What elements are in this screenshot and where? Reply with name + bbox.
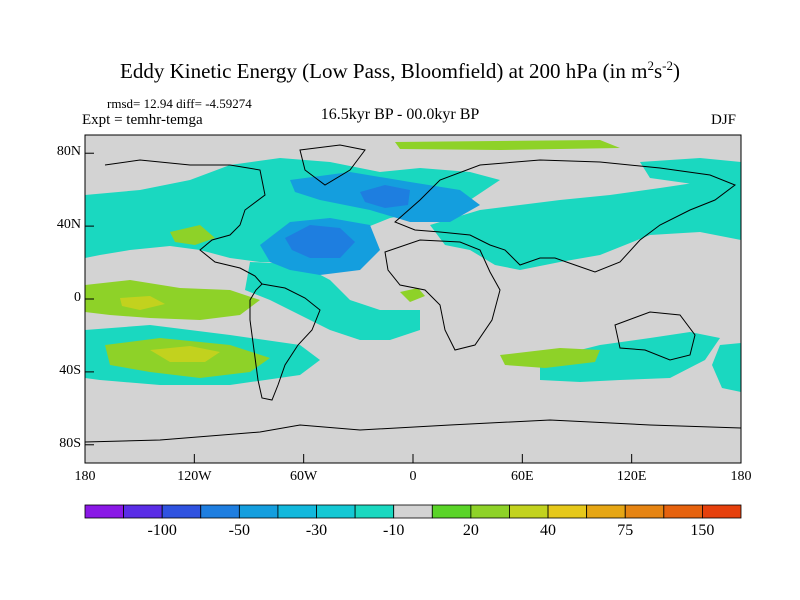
x-ticks xyxy=(84,454,742,463)
x-tick-label: 0 xyxy=(409,469,417,484)
colorbar-swatch xyxy=(123,504,163,519)
contour-teal-arctic xyxy=(640,158,741,185)
colorbar-swatch xyxy=(624,504,665,519)
colorbar-swatch xyxy=(431,504,472,519)
colorbar-swatch xyxy=(84,504,124,519)
x-tick-label: 120E xyxy=(616,469,647,484)
colorbar-label: 75 xyxy=(617,522,634,539)
colorbar-label: -30 xyxy=(305,522,328,539)
x-tick-label: 60E xyxy=(511,469,534,484)
y-tick-label: 0 xyxy=(74,290,81,305)
colorbar-swatch xyxy=(702,504,742,519)
colorbar-swatch xyxy=(354,504,395,519)
contour-darkblue-europe xyxy=(360,185,410,208)
coast-antarctica xyxy=(85,419,741,443)
contour-teal-pacific-east xyxy=(712,343,741,392)
colorbar-swatch xyxy=(393,504,433,519)
x-tick-label: 180 xyxy=(730,469,752,484)
contour-teal-eurasia xyxy=(430,180,741,270)
colorbar-swatch xyxy=(277,504,317,519)
chart-title: Eddy Kinetic Energy (Low Pass, Bloomfiel… xyxy=(120,58,680,83)
contour-teal-southern-ocean xyxy=(540,332,720,382)
coast-greenland xyxy=(299,144,366,186)
stats-label: rmsd= 12.94 diff= -4.59274 xyxy=(107,96,252,111)
contour-green-equatorial-pacific xyxy=(85,280,260,320)
colorbar-label: 150 xyxy=(690,522,715,539)
y-tick-label: 40N xyxy=(56,217,81,233)
x-tick-label: 120W xyxy=(177,469,212,484)
colorbar-swatch xyxy=(470,504,510,519)
colorbar-label: -100 xyxy=(147,522,177,539)
contour-fields xyxy=(85,140,741,392)
y-ticks xyxy=(85,152,94,446)
contour-yellow-equatorial xyxy=(120,296,165,310)
coast-eurasia xyxy=(394,159,737,273)
colorbar-label: 20 xyxy=(462,522,479,539)
colorbar-swatch xyxy=(316,504,356,519)
colorbar-swatch xyxy=(586,504,626,519)
contour-green-southern-ocean xyxy=(500,348,600,368)
colorbar-swatch xyxy=(200,504,240,519)
coast-africa xyxy=(384,239,501,351)
colorbar-swatch xyxy=(547,504,588,519)
experiment-label: Expt = temhr-temga xyxy=(82,112,203,128)
colorbar-swatch xyxy=(509,504,549,519)
x-tick-label: 180 xyxy=(74,469,96,484)
coast-south-america xyxy=(249,283,321,401)
coast-north-america xyxy=(104,159,266,285)
colorbar-label: 40 xyxy=(540,522,557,539)
contour-yellow-south-pacific xyxy=(150,346,220,362)
x-tick-label: 60W xyxy=(290,469,318,484)
colorbar-swatch xyxy=(663,504,703,519)
y-tick-label: 80N xyxy=(56,144,81,160)
colorbar-label: -50 xyxy=(228,522,250,539)
colorbar-label: -10 xyxy=(383,522,405,539)
season-label: DJF xyxy=(711,112,737,128)
contour-darkblue-west-atlantic xyxy=(285,225,355,258)
contour-teal-south-atlantic xyxy=(245,262,420,340)
colorbar-swatch xyxy=(161,504,202,519)
coast-australia xyxy=(614,311,696,361)
coastlines xyxy=(85,144,741,443)
period-label: 16.5kyr BP - 00.0kyr BP xyxy=(320,106,480,123)
y-tick-label: 40S xyxy=(59,362,81,378)
colorbar-swatch xyxy=(238,504,279,519)
colorbar xyxy=(84,504,742,519)
y-tick-label: 80S xyxy=(59,435,81,451)
